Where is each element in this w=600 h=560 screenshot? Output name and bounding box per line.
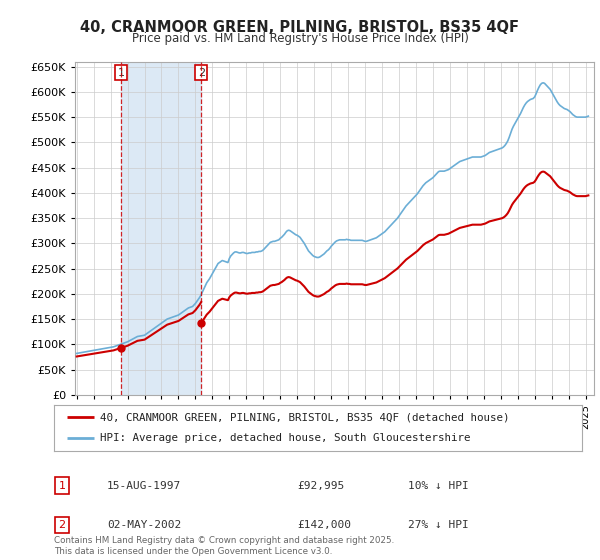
- Text: HPI: Average price, detached house, South Gloucestershire: HPI: Average price, detached house, Sout…: [100, 433, 471, 444]
- Text: 02-MAY-2002: 02-MAY-2002: [107, 520, 181, 530]
- Text: 40, CRANMOOR GREEN, PILNING, BRISTOL, BS35 4QF (detached house): 40, CRANMOOR GREEN, PILNING, BRISTOL, BS…: [100, 412, 510, 422]
- Text: 2: 2: [58, 520, 65, 530]
- Text: Price paid vs. HM Land Registry's House Price Index (HPI): Price paid vs. HM Land Registry's House …: [131, 32, 469, 45]
- Text: 1: 1: [58, 481, 65, 491]
- Text: 10% ↓ HPI: 10% ↓ HPI: [408, 481, 469, 491]
- Text: £142,000: £142,000: [297, 520, 351, 530]
- Text: 2: 2: [197, 68, 205, 78]
- Text: £92,995: £92,995: [297, 481, 344, 491]
- Text: 15-AUG-1997: 15-AUG-1997: [107, 481, 181, 491]
- Text: 27% ↓ HPI: 27% ↓ HPI: [408, 520, 469, 530]
- Text: 1: 1: [118, 68, 125, 78]
- Text: 40, CRANMOOR GREEN, PILNING, BRISTOL, BS35 4QF: 40, CRANMOOR GREEN, PILNING, BRISTOL, BS…: [80, 20, 520, 35]
- Text: Contains HM Land Registry data © Crown copyright and database right 2025.
This d: Contains HM Land Registry data © Crown c…: [54, 536, 394, 556]
- Bar: [121, 62, 201, 395]
